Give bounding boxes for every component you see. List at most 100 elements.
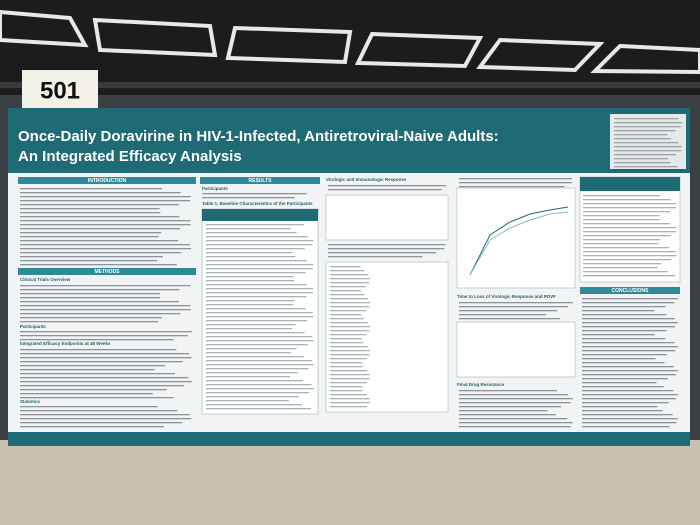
text-line [459, 310, 558, 312]
light-panel [590, 43, 700, 75]
text-line [583, 255, 677, 257]
figure [456, 321, 576, 378]
text-line [20, 244, 190, 246]
text-line [330, 394, 367, 396]
text-line [330, 266, 361, 268]
text-line [206, 332, 305, 334]
text-line [20, 228, 181, 230]
text-line [459, 314, 547, 316]
text-line [582, 382, 657, 384]
text-line [330, 390, 363, 392]
text-line [583, 275, 676, 277]
text-line [206, 364, 314, 366]
body-text [20, 118, 682, 428]
text-line [206, 372, 298, 374]
text-line [206, 344, 308, 346]
text-line [330, 318, 364, 320]
lower-board [0, 440, 700, 525]
text-line [328, 248, 445, 250]
text-line [328, 252, 437, 254]
text-line [582, 314, 667, 316]
text-line [459, 410, 548, 412]
section-title: RESULTS [249, 178, 273, 184]
text-line [20, 339, 174, 341]
text-line [328, 189, 442, 191]
text-line [614, 142, 679, 144]
text-line [20, 240, 179, 242]
text-line [20, 196, 191, 198]
text-line [206, 244, 313, 246]
text-line [20, 260, 157, 262]
text-line [459, 422, 573, 424]
text-line [583, 259, 672, 261]
text-line [582, 406, 658, 408]
text-line [330, 322, 368, 324]
text-line [330, 274, 369, 276]
text-line [206, 300, 295, 302]
text-line [582, 390, 674, 392]
subheading: Participants [202, 186, 228, 191]
text-line [206, 256, 296, 258]
text-line [20, 297, 160, 299]
text-line [583, 195, 661, 197]
text-line [20, 264, 177, 266]
text-line [582, 298, 678, 300]
text-line [614, 122, 682, 124]
text-line [206, 356, 304, 358]
text-line [206, 292, 314, 294]
text-line [582, 370, 678, 372]
board-number-card [22, 70, 98, 110]
text-line [330, 286, 366, 288]
text-line [583, 223, 670, 225]
text-line [328, 256, 423, 258]
text-line [20, 369, 155, 371]
text-line [206, 284, 307, 286]
subheading: Participants [20, 324, 46, 329]
text-line [20, 220, 191, 222]
text-line [328, 185, 446, 187]
text-line [459, 318, 560, 320]
text-line [330, 270, 365, 272]
text-line [582, 322, 678, 324]
text-line [20, 349, 177, 351]
text-line [206, 360, 313, 362]
text-line [206, 224, 304, 226]
text-line [459, 306, 569, 308]
text-line [330, 398, 370, 400]
text-line [330, 330, 370, 332]
text-line [582, 394, 678, 396]
text-line [330, 278, 370, 280]
text-line [206, 376, 291, 378]
text-line [582, 302, 675, 304]
figure-line [469, 211, 569, 276]
text-line [582, 366, 674, 368]
text-line [206, 312, 313, 314]
text-line [330, 350, 370, 352]
text-line [330, 334, 367, 336]
text-line [582, 418, 678, 420]
text-line [20, 200, 191, 202]
text-line [206, 388, 314, 390]
text-line [206, 304, 294, 306]
poster-title: Once-Daily Doravirine in HIV-1-Infected,… [18, 128, 499, 145]
text-line [20, 252, 182, 254]
table [579, 176, 681, 283]
text-line [582, 362, 665, 364]
text-line [206, 280, 295, 282]
text-line [206, 260, 307, 262]
text-line [330, 358, 367, 360]
text-line [20, 406, 158, 408]
text-line [614, 166, 678, 168]
text-line [614, 150, 681, 152]
text-line [582, 342, 675, 344]
text-line [206, 328, 293, 330]
poster-footer [8, 432, 690, 446]
text-line [583, 239, 661, 241]
text-line [206, 404, 302, 406]
text-line [459, 182, 572, 184]
text-line [206, 380, 303, 382]
text-line [20, 301, 179, 303]
text-line [459, 186, 565, 188]
text-line [20, 192, 181, 194]
